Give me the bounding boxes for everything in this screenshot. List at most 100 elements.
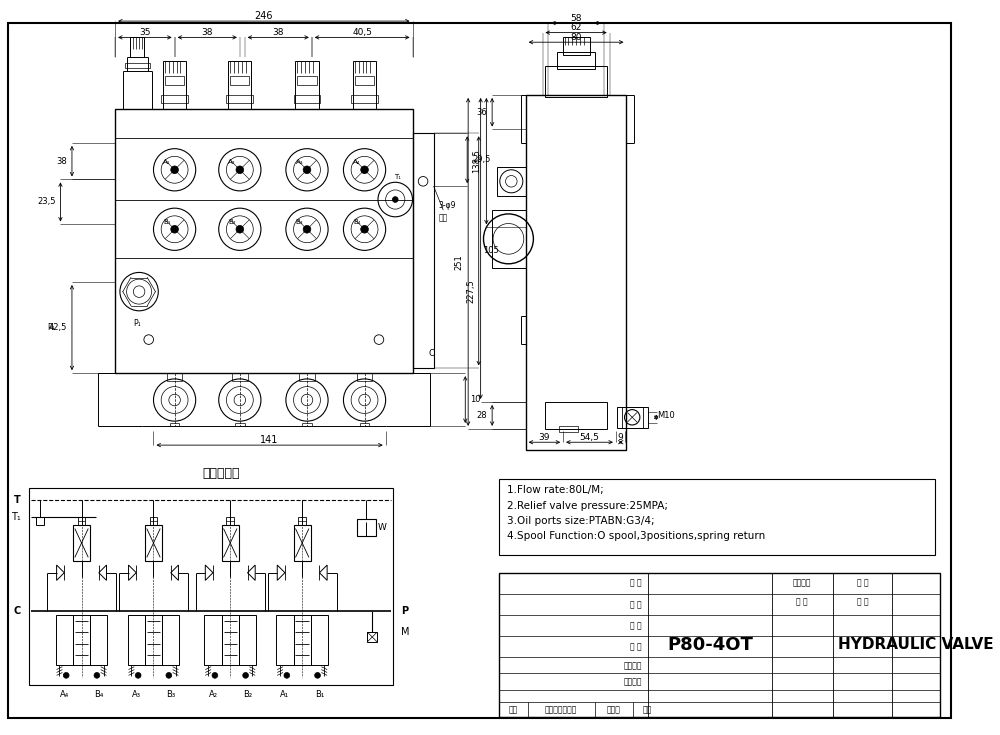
Bar <box>297 76 317 85</box>
Bar <box>526 95 626 450</box>
Text: 通孔: 通孔 <box>438 213 448 222</box>
Text: P₁: P₁ <box>133 319 141 328</box>
Bar <box>222 525 239 562</box>
Bar <box>145 615 162 664</box>
Text: 1.Flow rate:80L/M;: 1.Flow rate:80L/M; <box>507 485 603 495</box>
Bar <box>559 426 578 431</box>
Bar <box>311 615 328 664</box>
Text: 246: 246 <box>255 11 273 21</box>
Text: A₂: A₂ <box>208 690 217 699</box>
Bar <box>150 517 157 525</box>
Text: 4.Spool Function:O spool,3positions,spring return: 4.Spool Function:O spool,3positions,spri… <box>507 531 765 541</box>
Bar <box>492 210 526 268</box>
Text: 138,5: 138,5 <box>473 149 482 173</box>
Bar <box>90 615 107 664</box>
Bar <box>351 95 378 103</box>
Text: B₁: B₁ <box>315 690 324 699</box>
Text: A₄: A₄ <box>353 159 361 165</box>
Text: B₂: B₂ <box>228 218 236 225</box>
Bar <box>497 167 526 196</box>
Bar <box>228 62 251 110</box>
Circle shape <box>303 166 311 173</box>
Text: 58: 58 <box>570 14 582 23</box>
Text: 工艺检查: 工艺检查 <box>623 662 642 670</box>
Text: M10: M10 <box>657 411 675 420</box>
Bar <box>29 488 393 685</box>
Text: 设 计: 设 计 <box>630 578 642 588</box>
Text: A₁: A₁ <box>163 159 171 165</box>
Text: 2.Relief valve pressure:25MPA;: 2.Relief valve pressure:25MPA; <box>507 501 668 511</box>
Bar <box>367 632 377 642</box>
Text: 36: 36 <box>477 108 487 117</box>
Bar <box>545 402 607 429</box>
Text: 日期: 日期 <box>643 706 652 714</box>
Circle shape <box>392 197 398 202</box>
Bar <box>563 37 590 54</box>
Circle shape <box>243 673 248 678</box>
Text: A₁: A₁ <box>280 690 289 699</box>
Text: B₃: B₃ <box>166 690 175 699</box>
Text: C: C <box>429 349 435 359</box>
Bar <box>226 517 234 525</box>
Bar <box>36 517 44 525</box>
Text: 校 对: 校 对 <box>630 642 642 651</box>
Text: 80: 80 <box>570 33 582 42</box>
Text: B₃: B₃ <box>296 218 303 225</box>
Circle shape <box>303 226 311 233</box>
Text: B₄: B₄ <box>94 690 103 699</box>
Circle shape <box>94 673 100 678</box>
Text: A₄: A₄ <box>60 690 69 699</box>
Text: A₃: A₃ <box>296 159 303 165</box>
Bar <box>545 66 607 97</box>
Text: 液压原理图: 液压原理图 <box>202 467 239 481</box>
Circle shape <box>236 226 244 233</box>
Bar <box>56 615 73 664</box>
Bar <box>294 95 320 103</box>
Text: A₃: A₃ <box>132 690 141 699</box>
Text: A₂: A₂ <box>228 159 236 165</box>
Bar <box>276 615 294 664</box>
Circle shape <box>212 673 218 678</box>
Circle shape <box>361 226 368 233</box>
Bar <box>622 406 643 428</box>
Text: 40,5: 40,5 <box>352 28 372 37</box>
Bar <box>162 615 179 664</box>
Text: B₄: B₄ <box>353 218 361 225</box>
Text: 38: 38 <box>272 28 284 37</box>
Bar <box>557 51 595 69</box>
Text: W: W <box>378 523 387 532</box>
Bar <box>78 517 85 525</box>
Text: 39: 39 <box>538 433 550 442</box>
Text: 10: 10 <box>470 395 481 404</box>
Bar <box>204 615 222 664</box>
Text: 第 页: 第 页 <box>857 597 868 606</box>
Text: T₁: T₁ <box>11 512 21 522</box>
Text: C: C <box>14 606 21 616</box>
Text: 3-φ9: 3-φ9 <box>438 201 456 209</box>
Bar <box>499 478 935 556</box>
Text: P80-4OT: P80-4OT <box>667 636 753 653</box>
Bar <box>357 519 376 537</box>
Circle shape <box>315 673 320 678</box>
Text: T₁: T₁ <box>394 173 401 179</box>
Bar <box>128 615 145 664</box>
Text: 28: 28 <box>477 411 487 420</box>
Text: B₂: B₂ <box>243 690 252 699</box>
Text: M: M <box>401 627 410 637</box>
Text: 共 页: 共 页 <box>796 597 808 606</box>
Bar <box>295 62 319 110</box>
Bar <box>163 62 186 110</box>
Text: 62: 62 <box>570 24 582 32</box>
Text: P₁: P₁ <box>47 323 55 331</box>
Text: 重 量: 重 量 <box>857 578 868 588</box>
Bar <box>294 525 311 562</box>
Bar <box>125 63 150 68</box>
Text: 54,5: 54,5 <box>579 433 599 442</box>
Bar <box>355 76 374 85</box>
Circle shape <box>284 673 290 678</box>
Text: 标记: 标记 <box>509 706 518 714</box>
Text: 更改内容或依据: 更改内容或依据 <box>545 706 577 714</box>
Bar <box>239 615 256 664</box>
Text: 标准化查: 标准化查 <box>623 678 642 686</box>
Circle shape <box>171 166 178 173</box>
